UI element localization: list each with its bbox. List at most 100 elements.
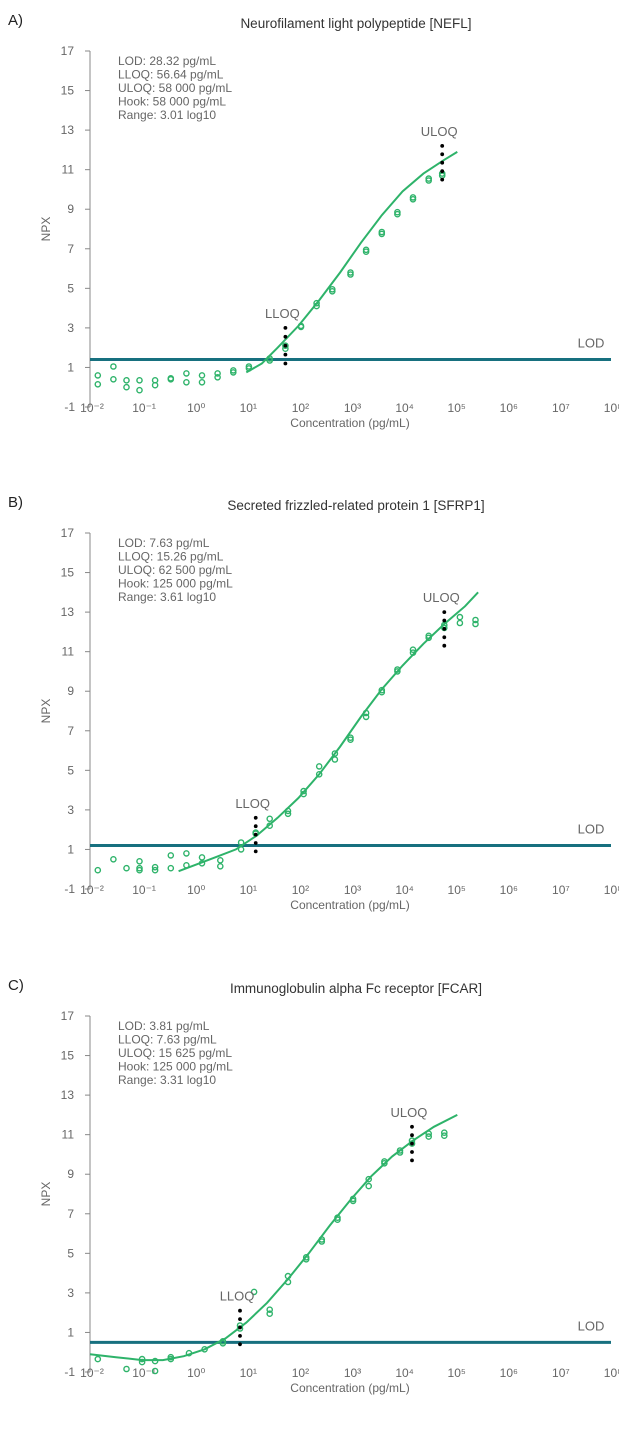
lloq-marker-dot [238, 1317, 242, 1321]
x-tick-label: 10⁸ [604, 883, 619, 897]
uloq-marker-dot [440, 144, 445, 148]
uloq-label: ULOQ [421, 124, 458, 139]
stat-line: Hook: 58 000 pg/mL [118, 95, 226, 109]
data-point [198, 854, 206, 861]
y-tick-label: 7 [67, 724, 74, 738]
x-tick-label: 10⁷ [552, 401, 570, 415]
x-tick-label: 10² [292, 401, 309, 415]
x-tick-label: 10⁶ [500, 401, 518, 415]
x-tick-label: 10⁻¹ [132, 883, 156, 897]
stat-line: LLOQ: 15.26 pg/mL [118, 550, 224, 564]
data-point [123, 376, 130, 384]
data-point [151, 381, 159, 389]
data-point [378, 688, 386, 696]
x-tick-label: 10⁷ [552, 883, 570, 897]
lloq-marker-dot [238, 1308, 242, 1313]
uloq-marker-dot [442, 618, 447, 623]
data-point [167, 864, 175, 872]
data-point [214, 373, 221, 381]
fit-curve [178, 591, 479, 873]
x-axis-title: Concentration (pg/mL) [290, 416, 409, 430]
data-point [123, 1365, 130, 1373]
y-tick-label: 3 [67, 1286, 74, 1300]
data-point [334, 1216, 341, 1223]
y-tick-label: 13 [61, 123, 75, 137]
data-point [302, 1256, 310, 1263]
data-point [167, 375, 175, 383]
data-point [214, 370, 221, 377]
lloq-marker-dot [238, 1325, 242, 1330]
data-point [266, 1310, 274, 1317]
uloq-marker-dot [440, 177, 445, 182]
data-point [245, 365, 253, 372]
y-tick-label: 7 [67, 1207, 74, 1221]
x-tick-label: 10¹ [240, 883, 257, 897]
x-tick-label: 10⁻¹ [132, 401, 156, 415]
y-tick-label: 17 [61, 44, 75, 58]
x-tick-label: 10⁵ [448, 401, 466, 415]
data-point [219, 1340, 227, 1347]
data-point [409, 646, 417, 654]
stat-line: ULOQ: 15 625 pg/mL [118, 1046, 232, 1060]
x-tick-label: 10⁸ [604, 1366, 619, 1380]
data-point [167, 1355, 175, 1363]
data-point [331, 756, 339, 763]
data-point [315, 763, 323, 770]
stat-line: ULOQ: 58 000 pg/mL [118, 81, 232, 95]
data-point [331, 750, 339, 757]
lloq-marker-dot [253, 824, 258, 829]
data-point [136, 866, 143, 874]
x-tick-label: 10¹ [240, 401, 257, 415]
data-point [408, 1140, 416, 1147]
uloq-marker-dot [410, 1133, 414, 1138]
data-point [110, 363, 117, 370]
x-tick-label: 10⁰ [187, 401, 205, 415]
data-point [250, 1288, 258, 1296]
data-point [216, 857, 224, 864]
data-point [313, 299, 320, 307]
data-point [151, 1357, 159, 1365]
x-tick-label: 10⁸ [604, 401, 619, 415]
y-tick-label: 15 [61, 566, 75, 580]
data-point [183, 850, 190, 857]
lloq-marker-dot [283, 326, 288, 330]
lloq-marker-dot [253, 841, 258, 845]
panel-label: C) [8, 977, 24, 994]
data-point [183, 862, 190, 869]
y-tick-label: -1 [64, 882, 75, 896]
y-tick-label: 11 [62, 645, 75, 659]
y-axis-title: NPX [39, 1182, 53, 1207]
data-point [365, 1182, 373, 1190]
x-tick-label: 10¹ [240, 1366, 257, 1380]
lloq-marker-dot [283, 352, 288, 357]
data-point [136, 858, 143, 865]
x-tick-label: 10⁵ [448, 1366, 466, 1380]
stat-line: ULOQ: 62 500 pg/mL [118, 563, 232, 577]
data-point [456, 613, 464, 621]
data-point [362, 709, 370, 717]
y-tick-label: 17 [61, 1009, 75, 1023]
data-point [409, 649, 417, 657]
chart-title: Secreted frizzled-related protein 1 [SFR… [227, 498, 484, 513]
lod-label: LOD [578, 821, 605, 836]
uloq-marker-dot [442, 610, 447, 614]
y-tick-label: 3 [67, 321, 74, 335]
data-point [138, 1355, 146, 1363]
data-point [328, 287, 336, 295]
data-point [229, 369, 237, 376]
chart-title: Neurofilament light polypeptide [NEFL] [240, 16, 471, 31]
data-point [456, 619, 464, 627]
y-axis-title: NPX [39, 217, 53, 242]
data-point [266, 815, 274, 823]
data-point [362, 713, 370, 721]
data-point [381, 1160, 388, 1167]
y-tick-label: 5 [67, 1246, 74, 1260]
data-point [136, 376, 143, 384]
data-point [94, 380, 102, 388]
x-tick-label: 10⁶ [500, 1366, 518, 1380]
data-point [266, 822, 274, 830]
x-tick-label: 10⁴ [395, 883, 414, 897]
data-point [138, 1358, 146, 1366]
data-point [216, 863, 224, 870]
stat-line: Range: 3.31 log10 [118, 1073, 216, 1087]
